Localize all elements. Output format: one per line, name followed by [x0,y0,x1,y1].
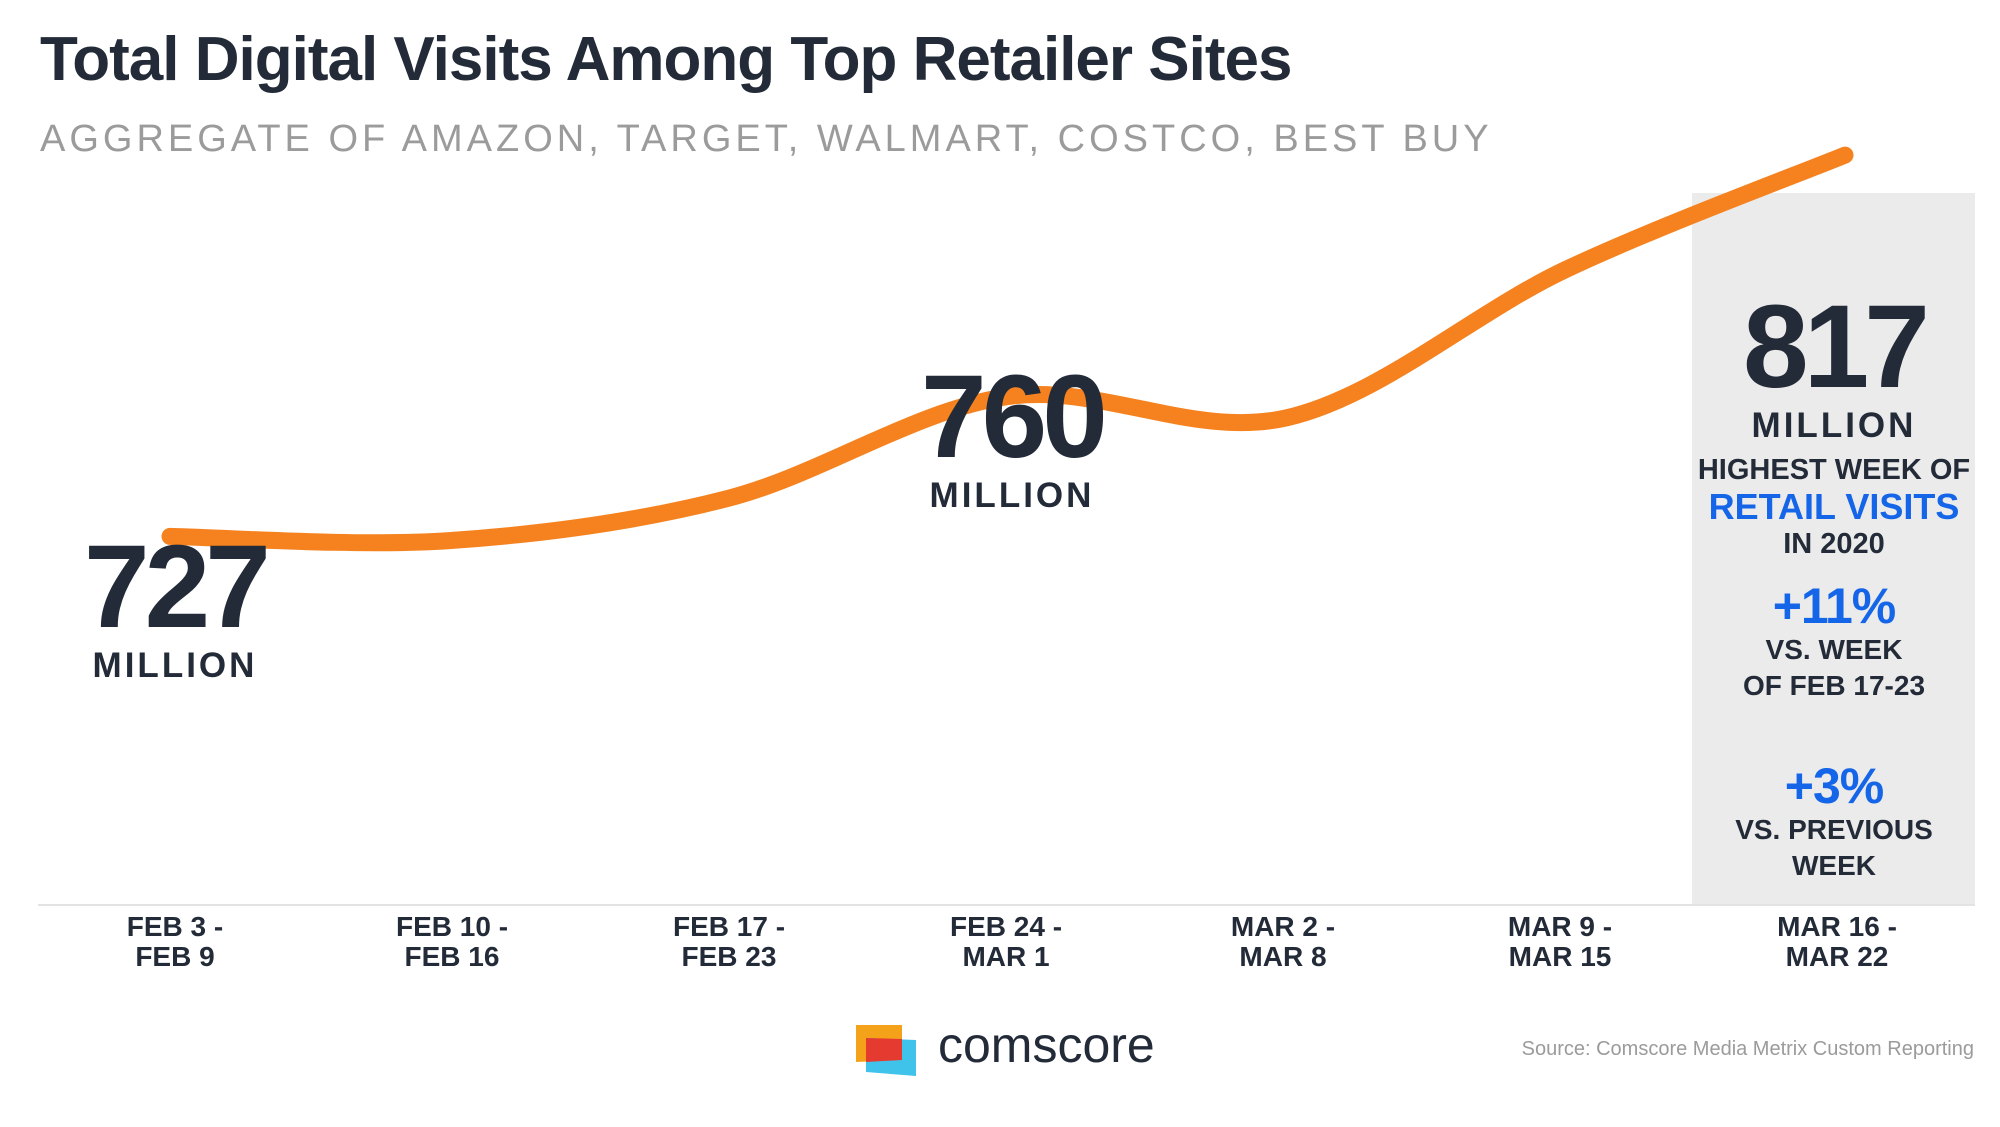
annotation-unit: MILLION [1751,406,1917,445]
chart-subtitle: AGGREGATE OF AMAZON, TARGET, WALMART, CO… [40,118,1493,160]
stat-1-line-2: OF FEB 17-23 [1742,670,1926,701]
x-tick-line-2: MAR 22 [1785,941,1889,972]
x-tick-line-1: FEB 10 - [395,911,509,942]
stat-2-line-1: VS. PREVIOUS [1735,814,1933,845]
line-chart [38,146,1975,906]
highlight-panel [1692,193,1975,905]
x-tick-line-2: FEB 9 [135,941,215,972]
x-tick-line-1: MAR 9 - [1507,911,1613,942]
stat-vs-feb17: +11% VS. WEEK OF FEB 17-23 [1743,580,1925,704]
callout-line-1: HIGHEST WEEK OF [1697,454,1971,486]
highlight-callout: HIGHEST WEEK OF RETAIL VISITS IN 2020 [1698,452,1970,562]
annotation-value: 727 [84,521,271,653]
x-tick-label: FEB 3 - FEB 9 [127,912,223,972]
x-tick-line-2: MAR 1 [962,941,1050,972]
x-tick-line-2: MAR 8 [1239,941,1327,972]
annotation-760: 760 MILLION [921,351,1108,515]
x-tick-label: FEB 10 - FEB 16 [396,912,508,972]
comscore-logo-icon [856,1025,916,1076]
callout-line-2: RETAIL VISITS [1708,486,1960,527]
annotation-value: 817 [1743,281,1930,413]
annotation-727: 727 MILLION [84,521,271,685]
x-tick-line-2: FEB 16 [404,941,500,972]
x-tick-line-2: FEB 23 [681,941,777,972]
x-tick-label: FEB 17 - FEB 23 [673,912,785,972]
stat-2-line-2: WEEK [1792,850,1876,881]
source-note: Source: Comscore Media Metrix Custom Rep… [1521,1038,1974,1060]
x-tick-label: MAR 2 - MAR 8 [1231,912,1335,972]
x-tick-line-1: FEB 17 - [672,911,786,942]
comscore-wordmark: comscore [938,1017,1155,1073]
stat-2-value: +3% [1784,758,1884,814]
x-tick-line-1: MAR 2 - [1230,911,1336,942]
x-tick-line-1: MAR 16 - [1777,911,1897,942]
stat-1-line-1: VS. WEEK [1765,634,1903,665]
series-line-total-visits [161,146,1854,552]
x-tick-line-1: FEB 3 - [126,911,224,942]
chart-title: Total Digital Visits Among Top Retailer … [40,25,1292,94]
stat-1-value: +11% [1772,578,1897,634]
x-tick-line-1: FEB 24 - [949,911,1063,942]
annotation-unit: MILLION [929,476,1095,515]
annotation-value: 760 [921,351,1108,483]
callout-line-3: IN 2020 [1783,528,1885,560]
x-tick-label: FEB 24 - MAR 1 [950,912,1062,972]
x-tick-label: MAR 9 - MAR 15 [1508,912,1612,972]
x-tick-line-2: MAR 15 [1508,941,1612,972]
x-tick-label: MAR 16 - MAR 22 [1777,912,1897,972]
annotation-unit: MILLION [92,646,258,685]
stat-vs-previous-week: +3% VS. PREVIOUS WEEK [1735,760,1933,884]
annotation-817: 817 MILLION [1743,281,1930,445]
